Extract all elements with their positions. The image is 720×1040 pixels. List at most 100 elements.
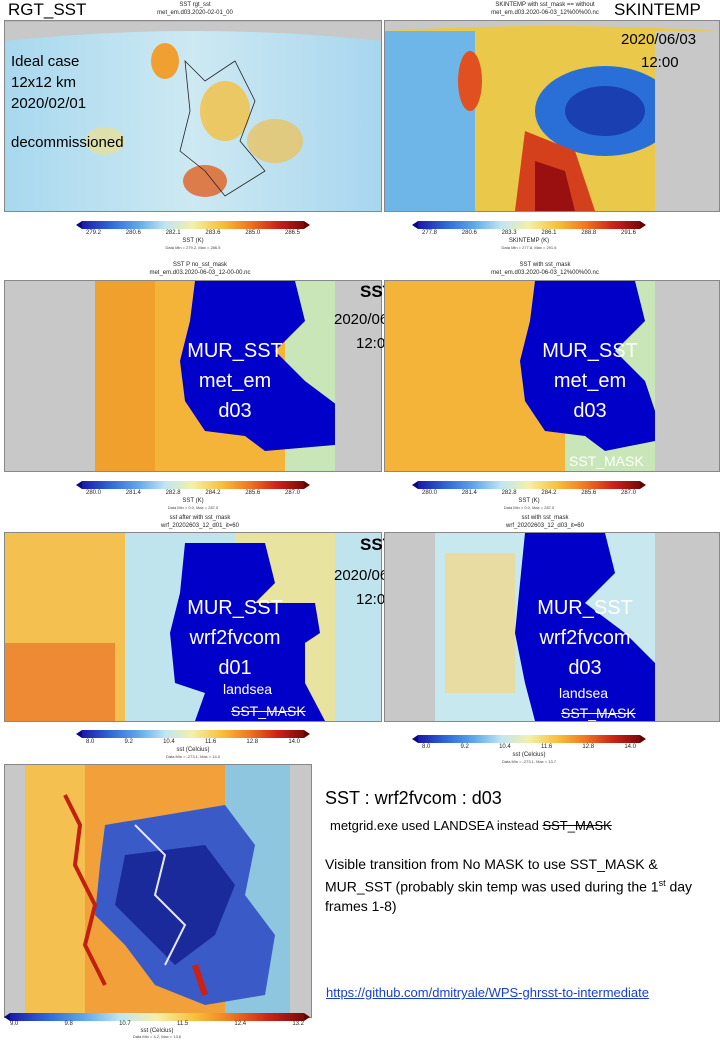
cb3-tick: 287.0	[284, 490, 300, 496]
cb4-tick: 284.2	[541, 490, 557, 496]
panel3-label-3: d03	[218, 400, 252, 422]
panel6-label: MUR_SST wrf2fvcom d03	[525, 593, 645, 683]
panel1-title: SST rgt_sst	[179, 2, 211, 8]
panel6-subtitle: wrf_20202603_12_d03_it=60	[506, 523, 584, 529]
cb2-tick: 280.6	[461, 230, 477, 236]
cb5-tick: 9.2	[124, 739, 133, 745]
colorbar-2-stats: Data Min = 277.8, Max = 291.6	[501, 245, 557, 250]
panel6-label-3: d03	[568, 657, 602, 679]
colorbar-2	[412, 221, 646, 229]
panel6-title: sst with sst_mask	[521, 515, 569, 521]
notes-heading: SST : wrf2fvcom : d03	[325, 788, 502, 808]
cb3-tick: 285.6	[245, 490, 261, 496]
panel2-title: SKINTEMP with sst_mask == without	[495, 2, 595, 8]
colorbar-7-stats: Data Min = 4.2, Max = 13.6	[132, 1034, 182, 1039]
cb2-tick: 288.8	[581, 230, 597, 236]
colorbar-1-stats: Data Min = 279.2, Max = 286.5	[165, 245, 221, 250]
colorbar-1	[76, 221, 310, 229]
cb3-tick: 280.0	[86, 490, 102, 496]
cb2-tick: 291.6	[620, 230, 636, 236]
panel4-label-3: d03	[573, 400, 607, 422]
panel3-label: MUR_SST met_em d03	[165, 336, 305, 426]
panel6-sst-mask-label: SST_MASK	[561, 705, 636, 721]
cb3-tick: 282.8	[165, 490, 181, 496]
cb6-tick: 8.0	[422, 744, 431, 750]
ideal-case-line2: 12x12 km	[11, 74, 77, 91]
cb5-tick: 14.0	[288, 739, 300, 745]
panel3-title: SST P no_sst_mask	[172, 262, 228, 268]
panel5-subtitle: wrf_20202603_12_d01_it=60	[161, 523, 239, 529]
cb6-tick: 14.0	[624, 744, 636, 750]
panel4-label-1: MUR_SST	[542, 340, 638, 362]
map-panel-wrf2fvcom-d01: MUR_SST wrf2fvcom d01 landsea SST_MASK	[4, 532, 382, 722]
top-right-title: SKINTEMP	[614, 0, 701, 19]
cb6-tick: 11.6	[540, 744, 553, 750]
github-link[interactable]: https://github.com/dmitryale/WPS-ghrsst-…	[326, 985, 649, 1000]
panel6-label-1: MUR_SST	[537, 597, 633, 619]
notes-line1-strike: SST_MASK	[542, 818, 612, 833]
cb4-tick: 285.6	[581, 490, 597, 496]
colorbar-6-stats: Data Min = -273.1, Max = 13.7	[501, 759, 557, 764]
notes-para-text: Visible transition from No MASK to use S…	[325, 856, 659, 895]
cb7-tick: 13.2	[292, 1021, 304, 1027]
cb5-tick: 8.0	[86, 739, 95, 745]
colorbar-2-unit: SKINTEMP (K)	[508, 238, 550, 244]
cb1-tick: 280.6	[125, 230, 141, 236]
map-panel-wrf2fvcom-d03: MUR_SST wrf2fvcom d03 landsea SST_MASK	[384, 532, 720, 722]
panel3-label-1: MUR_SST	[187, 340, 283, 362]
cb2-tick: 277.8	[422, 230, 438, 236]
cb4-tick: 282.8	[501, 490, 517, 496]
skintemp-date: 2020/06/03	[621, 31, 697, 48]
panel4-title: SST with sst_mask	[519, 262, 571, 268]
cb4-tick: 281.4	[461, 490, 477, 496]
cb1-tick: 282.1	[165, 230, 181, 236]
panel5-label-2: wrf2fvcom	[189, 627, 281, 649]
colorbar-4-stats: Data Min = 0.0, Max = 287.0	[503, 505, 555, 510]
cb7-tick: 12.4	[234, 1021, 247, 1027]
panel1-subtitle: met_em.d03.2020-02-01_00	[157, 10, 233, 16]
panel4-subtitle: met_em.d03.2020-06-03_12%00%00.nc	[491, 270, 599, 276]
panel5-sst-mask-label: SST_MASK	[231, 703, 306, 719]
ideal-case-line1: Ideal case	[11, 53, 80, 70]
colorbar-5-unit: sst (Celcius)	[176, 747, 210, 753]
colorbar-4	[412, 481, 646, 489]
cb2-tick: 283.3	[501, 230, 517, 236]
colorbar-1-unit: SST (K)	[182, 238, 204, 244]
panel5-label-3: d01	[218, 657, 252, 679]
colorbar-5-stats: Data Min = -273.1, Max = 14.0	[165, 754, 221, 759]
notes-para-sup: st	[658, 878, 666, 888]
colorbar-7	[4, 1013, 310, 1021]
panel4-sst-mask-label: SST_MASK	[569, 453, 644, 469]
cb6-tick: 10.4	[499, 744, 511, 750]
map-panel-wrf2fvcom-d03-transition	[4, 764, 312, 1018]
cb2-tick: 286.1	[541, 230, 557, 236]
panel3-label-2: met_em	[198, 370, 272, 392]
panel5-title: sst after with sst_mask	[169, 515, 231, 521]
colorbar-4-ticks: 280.0 281.4 282.8 284.2 285.6 287.0	[422, 490, 636, 496]
panel6-landsea-label: landsea	[559, 685, 609, 701]
cb5-tick: 10.4	[163, 739, 175, 745]
panel5-label-1: MUR_SST	[187, 597, 283, 619]
colorbar-7-unit: sst (Celcius)	[140, 1028, 174, 1034]
cb5-tick: 11.6	[204, 739, 217, 745]
cb7-tick: 11.5	[176, 1021, 189, 1027]
colorbar-1-ticks: 279.2 280.6 282.1 283.6 285.0 286.5	[86, 230, 300, 236]
notes-line1-prefix: metgrid.exe used LANDSEA instead	[330, 818, 543, 833]
map-panel-sst-no-mask: MUR_SST met_em d03	[4, 280, 382, 472]
ideal-case-note: Ideal case 12x12 km 2020/02/01 decommiss…	[11, 51, 124, 153]
panel3-subtitle: met_em.d03.2020-06-03_12-00-00.nc	[149, 270, 251, 276]
panel6-label-2: wrf2fvcom	[539, 627, 631, 649]
cb7-tick: 10.7	[119, 1021, 131, 1027]
colorbar-3-ticks: 280.0 281.4 282.8 284.2 285.6 287.0	[86, 490, 300, 496]
cb1-tick: 279.2	[86, 230, 102, 236]
cb4-tick: 287.0	[620, 490, 636, 496]
colorbar-6	[412, 735, 646, 743]
colorbar-6-unit: sst (Celcius)	[512, 752, 546, 758]
cb6-tick: 12.8	[582, 744, 595, 750]
panel5-landsea-label: landsea	[223, 681, 273, 697]
colorbar-4-unit: SST (K)	[518, 498, 540, 504]
colorbar-3	[76, 481, 310, 489]
cb5-tick: 12.8	[246, 739, 259, 745]
panel5-label: MUR_SST wrf2fvcom d01	[175, 593, 295, 683]
map-panel-sst-with-mask: MUR_SST met_em d03 SST_MASK	[384, 280, 720, 472]
